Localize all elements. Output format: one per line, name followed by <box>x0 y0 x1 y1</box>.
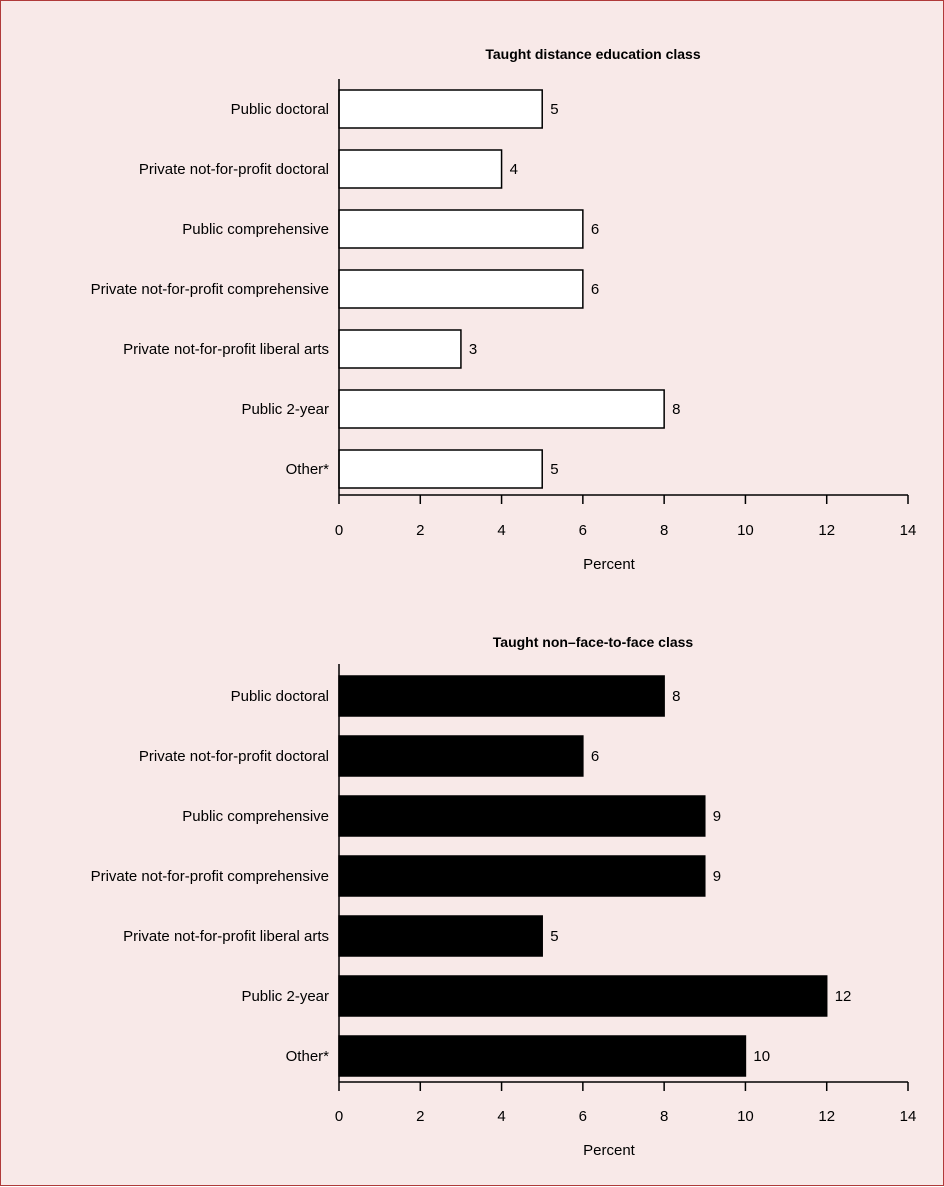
x-tick-label: 12 <box>818 1108 835 1125</box>
bar <box>338 915 543 957</box>
x-tick-label: 0 <box>335 522 343 539</box>
data-label: 9 <box>713 808 721 825</box>
data-label: 5 <box>550 101 558 118</box>
x-tick-label: 14 <box>900 522 917 539</box>
x-tick-label: 2 <box>416 1108 424 1125</box>
x-tick-label: 12 <box>818 522 835 539</box>
data-label: 8 <box>672 688 680 705</box>
category-label: Public comprehensive <box>182 221 329 238</box>
category-label: Public 2-year <box>241 988 329 1005</box>
x-tick-label: 8 <box>660 1108 668 1125</box>
bar <box>338 449 543 489</box>
category-label: Other* <box>286 461 330 478</box>
category-label: Public 2-year <box>241 401 329 418</box>
bar <box>338 675 665 717</box>
bar <box>338 389 665 429</box>
data-label: 3 <box>469 341 477 358</box>
chart-title: Taught non–face-to-face class <box>493 634 694 650</box>
bar <box>338 329 462 369</box>
x-tick-label: 6 <box>579 522 587 539</box>
x-tick-label: 4 <box>497 1108 505 1125</box>
category-label: Private not-for-profit doctoral <box>139 748 329 765</box>
x-tick-label: 2 <box>416 522 424 539</box>
category-label: Public doctoral <box>231 688 329 705</box>
category-label: Private not-for-profit liberal arts <box>123 341 329 358</box>
category-label: Public comprehensive <box>182 808 329 825</box>
data-label: 4 <box>510 161 518 178</box>
data-label: 10 <box>753 1048 770 1065</box>
bar <box>338 1035 747 1077</box>
data-label: 5 <box>550 461 558 478</box>
x-tick-label: 8 <box>660 522 668 539</box>
x-tick-label: 4 <box>497 522 505 539</box>
data-label: 12 <box>835 988 852 1005</box>
bar <box>338 149 503 189</box>
bar <box>338 269 584 309</box>
bar <box>338 975 828 1017</box>
data-label: 6 <box>591 748 599 765</box>
x-tick-label: 10 <box>737 1108 754 1125</box>
x-tick-label: 10 <box>737 522 754 539</box>
bar <box>338 89 543 129</box>
data-label: 9 <box>713 868 721 885</box>
data-label: 6 <box>591 221 599 238</box>
category-label: Private not-for-profit comprehensive <box>91 868 329 885</box>
bar <box>338 209 584 249</box>
category-label: Public doctoral <box>231 101 329 118</box>
x-tick-label: 6 <box>579 1108 587 1125</box>
x-tick-label: 14 <box>900 1108 917 1125</box>
category-label: Private not-for-profit comprehensive <box>91 281 329 298</box>
bar <box>338 795 706 837</box>
data-label: 8 <box>672 401 680 418</box>
category-label: Private not-for-profit liberal arts <box>123 928 329 945</box>
x-tick-label: 0 <box>335 1108 343 1125</box>
x-axis-label: Percent <box>583 556 636 573</box>
chart-title: Taught distance education class <box>485 46 700 62</box>
data-label: 6 <box>591 281 599 298</box>
x-axis-label: Percent <box>583 1142 636 1159</box>
data-label: 5 <box>550 928 558 945</box>
category-label: Other* <box>286 1048 330 1065</box>
bar <box>338 735 584 777</box>
chart-2: Taught non–face-to-face class Public doct… <box>91 634 917 1159</box>
chart-1: Taught distance education class Public do… <box>91 46 917 573</box>
bar <box>338 855 706 897</box>
category-label: Private not-for-profit doctoral <box>139 161 329 178</box>
